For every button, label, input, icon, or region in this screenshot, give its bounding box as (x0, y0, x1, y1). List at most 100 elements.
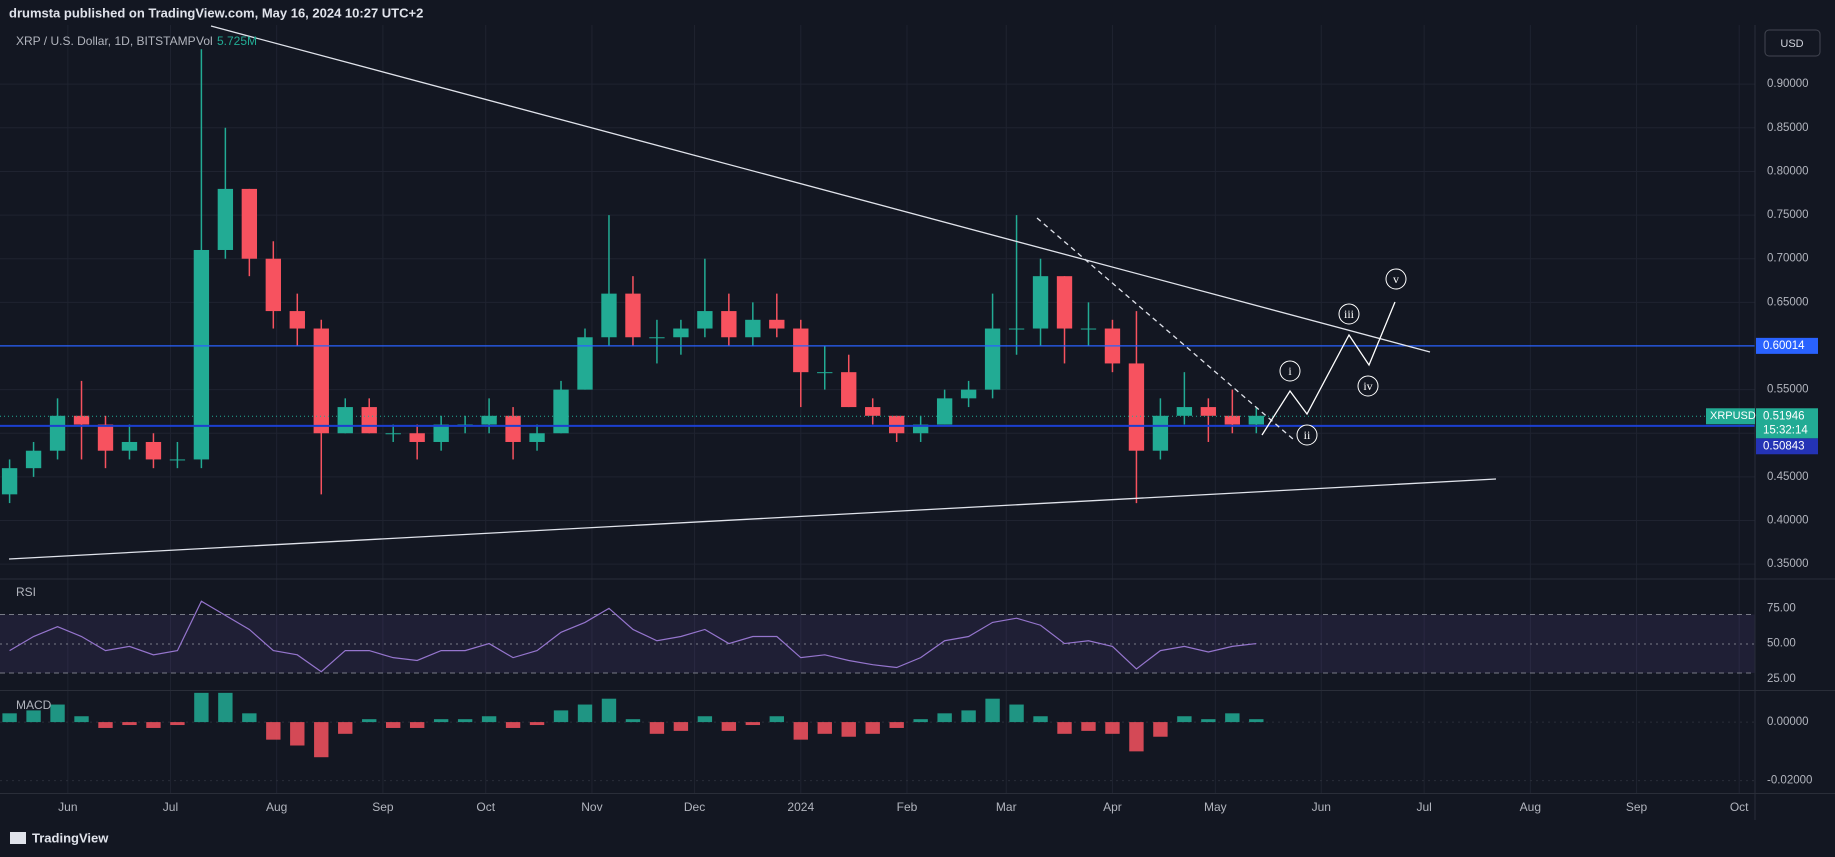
macd-bar (50, 704, 65, 723)
y-tick-label: 0.80000 (1767, 165, 1809, 177)
candle-body (960, 389, 977, 399)
candle-body (1224, 415, 1241, 425)
candle-body (289, 311, 305, 329)
trendline-lower (8, 478, 1497, 560)
trendline-upper (210, 25, 1431, 353)
currency-button[interactable] (1764, 29, 1821, 57)
candle-body (912, 424, 929, 434)
macd-bar (913, 719, 928, 723)
candle-body (745, 319, 761, 338)
x-tick-label: Sep (1626, 800, 1648, 814)
candle-body (1248, 415, 1264, 425)
macd-bar (433, 719, 449, 723)
x-tick-label: Jul (1416, 800, 1431, 814)
candle-body (865, 407, 881, 416)
macd-bar (577, 704, 593, 723)
candle-body (553, 389, 569, 434)
brand: TradingView (32, 830, 109, 845)
candle-body (433, 424, 449, 442)
wave-label: v (1393, 272, 1399, 286)
level-label-box (1756, 438, 1818, 455)
macd-bar (649, 722, 665, 734)
macd-bar (170, 722, 185, 726)
wave-circle (1357, 375, 1379, 397)
macd-bar (362, 719, 377, 723)
macd-bar (1033, 716, 1048, 723)
candle-body (1200, 407, 1217, 416)
macd-bar (1225, 713, 1240, 723)
y-tick-label: 0.85000 (1767, 122, 1809, 134)
x-tick-label: Dec (684, 800, 705, 814)
volume-value: 5.725M (217, 34, 257, 48)
candle-body (673, 328, 689, 338)
countdown: 15:32:14 (1763, 424, 1808, 436)
x-tick-label: Aug (266, 800, 287, 814)
rsi-title: RSI (16, 585, 36, 599)
macd-bar (122, 722, 137, 726)
candle-body (889, 415, 905, 434)
candle-body (193, 249, 210, 460)
x-tick-label: Sep (372, 800, 394, 814)
y-tick-label: 0.00000 (1767, 716, 1809, 728)
wave-circle (1385, 268, 1407, 290)
macd-bar (290, 722, 305, 746)
level-label-box (1756, 337, 1818, 354)
macd-bar (529, 722, 545, 726)
y-tick-label: 0.70000 (1767, 253, 1809, 265)
wave-label: iv (1363, 379, 1372, 393)
x-tick-label: May (1204, 800, 1227, 814)
symbol-title: XRP / U.S. Dollar, 1D, BITSTAMP (16, 34, 196, 48)
macd-bar (386, 722, 401, 728)
x-tick-label: 2024 (787, 800, 814, 814)
wave-circle (1338, 303, 1360, 325)
candle-body (984, 328, 1001, 390)
macd-bar (985, 698, 1000, 723)
wave-circle (1296, 424, 1318, 446)
macd-bar (865, 722, 880, 734)
candle-body (1056, 276, 1073, 329)
y-tick-label: 50.00 (1767, 638, 1796, 650)
macd-bar (841, 722, 856, 737)
candle-body (121, 441, 138, 451)
rsi-line (9, 600, 1257, 673)
y-tick-label: 0.35000 (1767, 558, 1809, 570)
macd-bar (1201, 719, 1216, 723)
candle-body (145, 441, 162, 460)
symbol-label: XRPUSD (1710, 410, 1756, 422)
volume-label: Vol (196, 34, 213, 48)
candle-body (241, 188, 258, 259)
candle-body (505, 415, 521, 442)
wave-label: ii (1304, 428, 1311, 442)
macd-bar (1057, 722, 1072, 734)
trendline-dashed (1036, 217, 1294, 440)
macd-bar (1081, 722, 1096, 731)
candle-body (1008, 328, 1025, 330)
last-price-box (1756, 408, 1818, 439)
macd-bar (769, 716, 784, 723)
macd-bar (937, 713, 952, 723)
y-tick-label: 0.45000 (1767, 471, 1809, 483)
macd-bar (314, 722, 329, 758)
macd-bar (673, 722, 689, 731)
candle-body (1176, 407, 1193, 416)
candle-body (649, 337, 665, 339)
macd-bar (601, 698, 617, 723)
candle-body (625, 293, 641, 338)
macd-bar (218, 692, 233, 723)
macd-bar (26, 710, 41, 723)
macd-bar (242, 713, 257, 723)
candle-body (817, 372, 833, 374)
candle-body (481, 415, 497, 425)
macd-bar (793, 722, 808, 740)
macd-bar (266, 722, 281, 740)
macd-bar (625, 719, 641, 723)
x-tick-label: Aug (1520, 800, 1541, 814)
candle-body (1128, 363, 1145, 451)
macd-bar (481, 716, 497, 723)
candle-body (721, 311, 737, 338)
macd-bar (1177, 716, 1192, 723)
macd-bar (338, 722, 353, 734)
currency[interactable]: USD (1780, 38, 1803, 50)
candle-body (337, 407, 353, 434)
